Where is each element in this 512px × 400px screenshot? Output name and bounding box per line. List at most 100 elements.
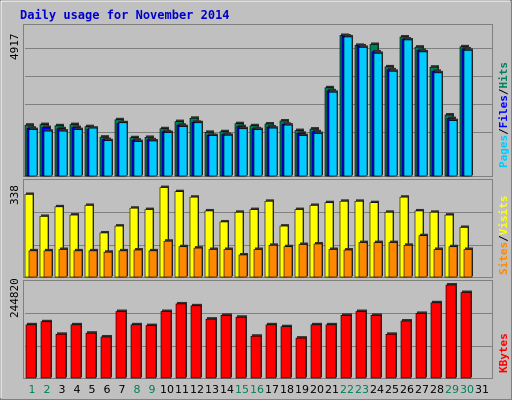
bar-sites [463,249,473,278]
x-tick-label: 11 [175,383,189,396]
bar-sites [118,250,128,278]
bar-pages [103,140,113,177]
x-tick-label: 22 [340,383,354,396]
legend-files: Files [497,95,510,128]
bar-kbytes [415,313,427,379]
bar-kbytes [400,320,412,379]
legend-sep: / [497,128,510,135]
bar-pages [388,71,398,177]
bar-pages [208,135,218,177]
bar-pages [313,133,323,177]
bar-sites [403,245,413,278]
x-tick-label: 5 [89,383,96,396]
x-tick-label: 7 [119,383,126,396]
bar-kbytes [385,334,397,379]
bar-pages [58,130,68,177]
bar-kbytes [175,303,187,379]
bar-sites [448,246,458,278]
bar-pages [43,130,53,177]
bar-sites [328,249,338,278]
x-tick-label: 9 [149,383,156,396]
x-tick-label: 26 [400,383,414,396]
bar-pages [343,36,353,177]
bar-sites [28,250,38,278]
bar-sites [43,250,53,278]
bar-kbytes [460,292,472,379]
bar-kbytes [70,324,82,379]
bar-kbytes [265,324,277,379]
bar-kbytes [235,316,247,379]
bar-kbytes [55,334,67,379]
bar-sites [238,254,248,278]
bar-sites [343,249,353,278]
x-tick-label: 1 [29,383,36,396]
bar-sites [283,246,293,278]
x-tick-label: 8 [134,383,141,396]
bar-kbytes [100,336,112,379]
bar-pages [373,53,383,177]
x-tick-label: 31 [475,383,489,396]
bar-kbytes [115,311,127,379]
bar-pages [73,129,83,177]
x-tick-label: 21 [325,383,339,396]
bar-sites [103,251,113,278]
x-tick-label: 6 [104,383,111,396]
x-tick-label: 27 [415,383,429,396]
bar-sites [148,250,158,278]
bar-pages [163,132,173,177]
bar-sites [388,242,398,278]
x-tick-label: 28 [430,383,444,396]
bar-sites [58,249,68,278]
x-tick-label: 16 [250,383,264,396]
bar-pages [448,120,458,177]
legend-sites-visits: Sites/Visits [497,196,510,276]
x-tick-label: 19 [295,383,309,396]
legend-kbytes-label: KBytes [497,333,510,373]
bar-kbytes [220,315,232,379]
bar-kbytes [430,302,442,379]
bar-kbytes [85,332,97,379]
legend-pages: Pages [497,135,510,168]
bars [24,33,473,379]
bar-kbytes [205,318,217,379]
legend-sep: / [497,88,510,95]
bar-sites [73,250,83,278]
bar-kbytes [160,311,172,379]
x-tick-label: 18 [280,383,294,396]
x-tick-label: 12 [190,383,204,396]
bar-kbytes [130,324,142,379]
x-tick-label: 23 [355,383,369,396]
bar-sites [88,250,98,278]
bar-pages [283,124,293,177]
bar-kbytes [145,325,157,379]
bar-pages [133,141,143,177]
bar-pages [253,129,263,177]
legend-hits-files-pages: Pages/Files/Hits [497,62,510,168]
bar-kbytes [340,315,352,379]
bar-pages [193,122,203,177]
bar-pages [268,127,278,177]
x-tick-label: 15 [235,383,249,396]
bar-pages [328,91,338,177]
bar-kbytes [295,337,307,379]
bar-pages [238,128,248,177]
y-max-label-kbytes: 244820 [8,278,21,318]
bar-pages [463,50,473,177]
bar-pages [178,126,188,177]
legend-kbytes: KBytes [497,333,510,373]
bar-pages [358,47,368,177]
bar-pages [433,72,443,177]
x-tick-label: 2 [44,383,51,396]
bar-sites [178,246,188,278]
bar-sites [418,235,428,278]
bar-sites [223,249,233,278]
bar-sites [433,249,443,278]
x-tick-label: 17 [265,383,279,396]
bar-kbytes [445,284,457,379]
chart-title: Daily usage for November 2014 [20,8,230,22]
x-tick-label: 4 [74,383,81,396]
bar-kbytes [370,315,382,379]
bar-sites [133,249,143,278]
x-tick-label: 20 [310,383,324,396]
